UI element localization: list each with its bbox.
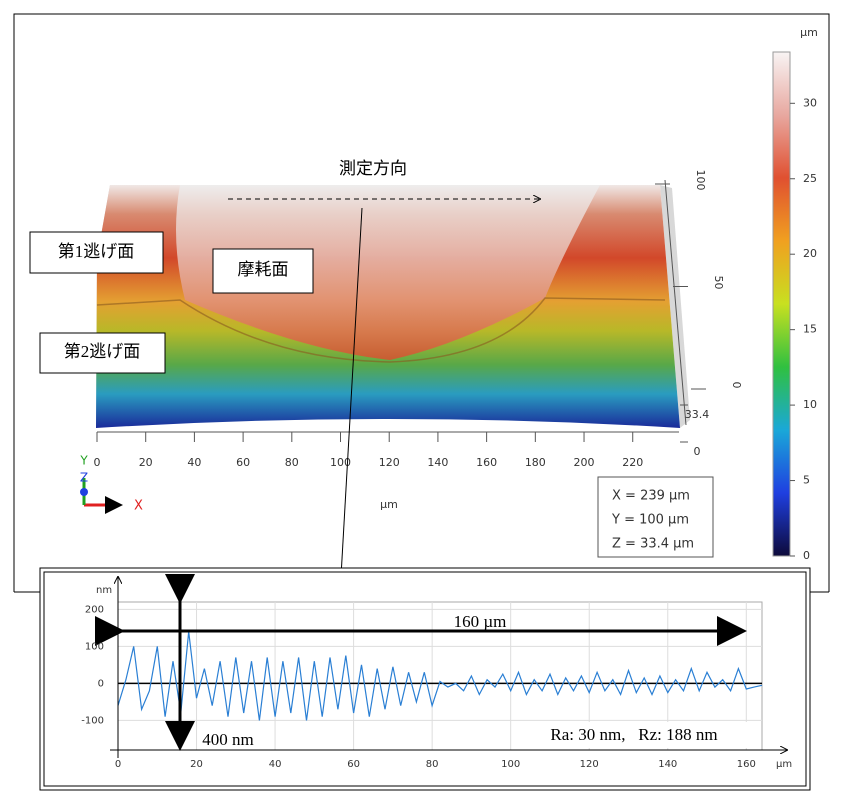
surface-render — [96, 185, 690, 428]
x-tick-label: 40 — [269, 759, 282, 770]
annotation: 第1逃げ面 — [58, 242, 135, 261]
y-tick-label: 0 — [730, 382, 743, 389]
colorbar-tick-label: 10 — [803, 398, 817, 411]
annotation: 160 µm — [454, 612, 507, 631]
annotation: 測定方向 — [339, 159, 407, 178]
y-tick-label: -100 — [81, 715, 104, 726]
x-tick-label: 140 — [658, 759, 677, 770]
x-tick-label: 80 — [426, 759, 439, 770]
x-tick-label: 100 — [330, 456, 351, 469]
readout: Y = 100 µm — [611, 513, 689, 528]
pointer-line — [340, 207, 363, 594]
annotation: 第2逃げ面 — [64, 342, 141, 361]
x-tick-label: 60 — [236, 456, 250, 469]
annotation: 摩耗面 — [238, 260, 289, 279]
panel-frame — [13, 13, 830, 592]
annotation-bg — [518, 722, 750, 748]
z-tick-label: 0 — [694, 445, 701, 458]
colorbar-tick-label: 5 — [803, 474, 810, 487]
x-tick-label: 20 — [190, 759, 203, 770]
colorbar-tick-label: 20 — [803, 247, 817, 260]
colorbar-label: µm — [800, 26, 818, 39]
x-axis-label: µm — [380, 498, 398, 511]
axis-name: X — [134, 499, 143, 514]
annotation: Ra: 30 nm, Rz: 188 nm — [550, 725, 717, 744]
readout: X = 239 µm — [612, 489, 690, 504]
colorbar — [772, 51, 791, 557]
readout-box — [597, 476, 714, 558]
x-tick-label: 60 — [347, 759, 360, 770]
colorbar-tick-label: 0 — [803, 549, 810, 562]
x-tick-label: 100 — [501, 759, 520, 770]
axis-triad — [80, 478, 123, 514]
x-tick-label: 20 — [139, 456, 153, 469]
y-tick-label: 0 — [98, 678, 104, 689]
colorbar-tick-label: 25 — [803, 172, 817, 185]
x-tick-label: 200 — [574, 456, 595, 469]
x-tick-label: 160 — [476, 456, 497, 469]
annotation-box — [212, 248, 314, 294]
x-tick-label: 120 — [580, 759, 599, 770]
colorbar-tick-label: 30 — [803, 96, 817, 109]
colorbar-tick-label: 15 — [803, 323, 817, 336]
y-tick-label: 100 — [85, 641, 104, 652]
y-axis-label: nm — [96, 585, 112, 596]
annotation-box — [29, 231, 164, 274]
x-tick-label: 140 — [427, 456, 448, 469]
annotation-box — [39, 332, 166, 374]
annotation: 400 nm — [202, 730, 253, 749]
y-tick-label: 50 — [712, 276, 725, 290]
x-tick-label: 0 — [115, 759, 121, 770]
y-tick-label: 100 — [694, 170, 707, 191]
y-axis — [664, 179, 687, 426]
x-tick-label: 180 — [525, 456, 546, 469]
x-tick-label: 120 — [379, 456, 400, 469]
x-tick-label: 220 — [622, 456, 643, 469]
x-tick-label: 80 — [285, 456, 299, 469]
surface-axes: 0 20 40 60 80 100 120 140 160 180 200 220 0 50 100 0 33.… — [94, 170, 744, 470]
x-tick-label: 0 — [94, 456, 101, 469]
y-tick-label: 200 — [85, 604, 104, 615]
axis-name: Y — [79, 454, 88, 468]
x-tick-label: 40 — [187, 456, 201, 469]
profile-line — [117, 631, 763, 721]
x-axis-label: µm — [776, 759, 792, 770]
readout: Z = 33.4 µm — [612, 537, 694, 552]
z-tick-label: 33.4 — [685, 408, 710, 421]
x-tick-label: 160 — [737, 759, 756, 770]
axis-name: Z — [80, 471, 88, 485]
